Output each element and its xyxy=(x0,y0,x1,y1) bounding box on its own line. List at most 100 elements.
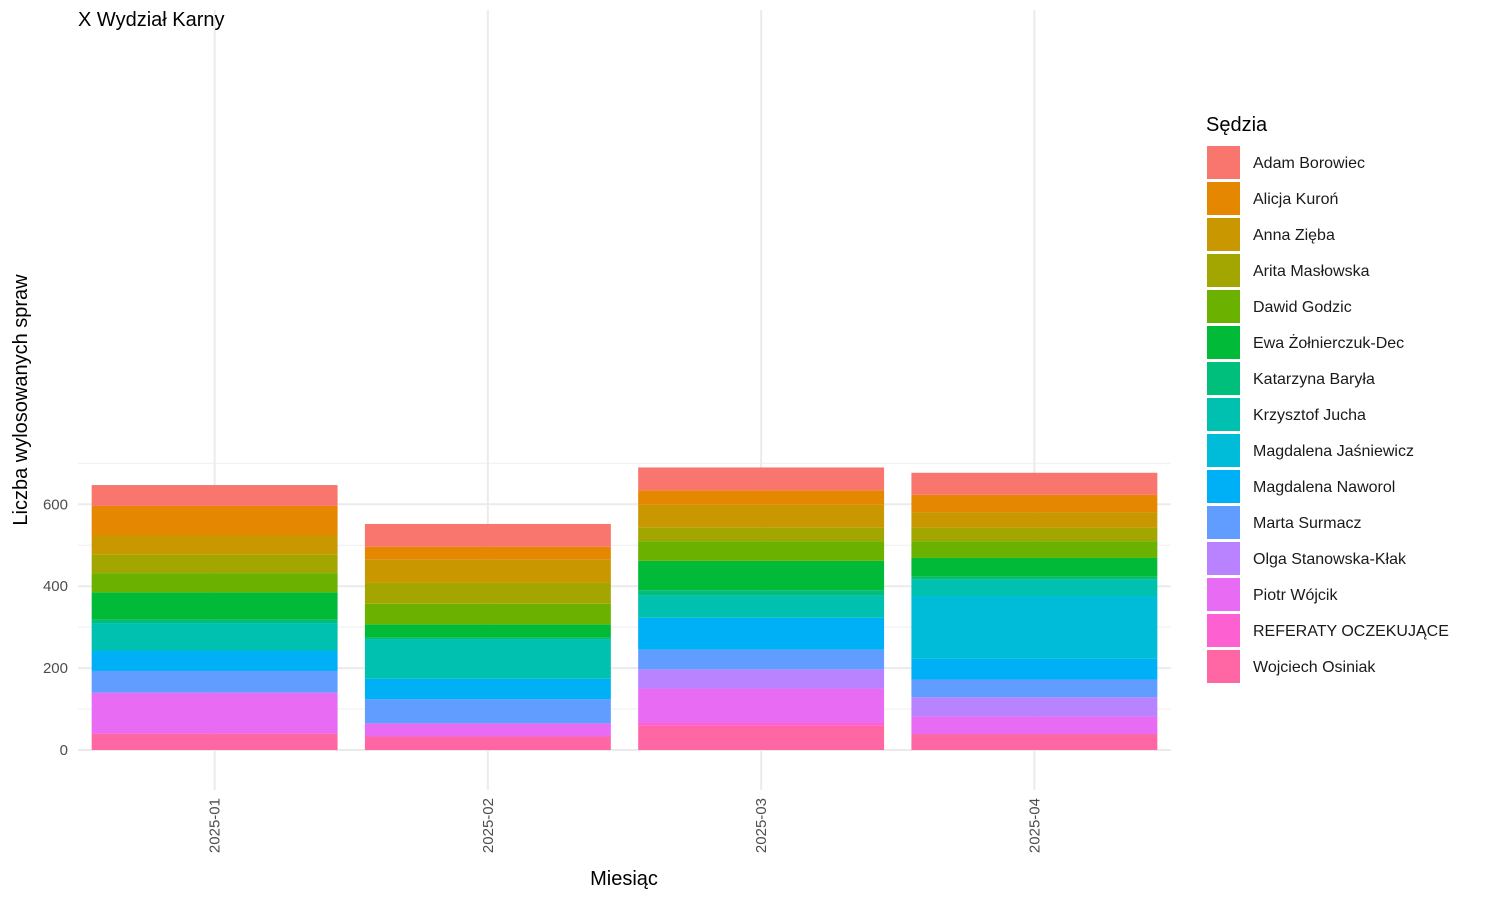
bar-segment xyxy=(638,467,885,491)
bars-layer xyxy=(91,467,1158,750)
bar-segment xyxy=(911,541,1158,558)
x-tick-label: 2025-01 xyxy=(207,798,224,853)
bar-segment xyxy=(638,617,885,650)
x-tick-label: 2025-04 xyxy=(1026,798,1043,853)
legend-label: Magdalena Jaśniewicz xyxy=(1253,443,1414,460)
bar-segment xyxy=(364,582,611,604)
bar-segment xyxy=(364,624,611,638)
bar-segment xyxy=(91,573,338,593)
bar-segment xyxy=(364,699,611,724)
bar-segment xyxy=(638,590,885,596)
legend-swatch xyxy=(1207,362,1240,395)
bar-segment xyxy=(638,722,885,726)
legend-swatch xyxy=(1207,542,1240,575)
bar-segment xyxy=(911,658,1158,680)
bar-segment xyxy=(364,723,611,737)
bar-segment xyxy=(91,554,338,574)
bar-segment xyxy=(638,669,885,689)
bar-segment xyxy=(91,485,338,506)
y-tick-label: 0 xyxy=(60,742,68,759)
bar-segment xyxy=(911,679,1158,698)
bar-segment xyxy=(638,541,885,561)
bar-segment xyxy=(638,725,885,750)
bar-segment xyxy=(91,623,338,651)
bar-segment xyxy=(91,619,338,624)
legend-label: Anna Zięba xyxy=(1253,227,1335,244)
legend-swatch xyxy=(1207,650,1240,683)
bar-segment xyxy=(364,736,611,750)
legend-title: Sędzia xyxy=(1206,114,1268,136)
bar-segment xyxy=(638,560,885,591)
legend-label: Wojciech Osiniak xyxy=(1253,659,1376,676)
bar-segment xyxy=(911,472,1158,495)
bar-segment xyxy=(364,559,611,583)
y-axis: 0 200 400 600 xyxy=(43,496,68,759)
y-tick-label: 200 xyxy=(43,660,68,677)
bar-segment xyxy=(638,688,885,723)
bar-segment xyxy=(911,512,1158,528)
bar-segment xyxy=(911,697,1158,717)
legend-swatch xyxy=(1207,398,1240,431)
legend-label: Dawid Godzic xyxy=(1253,299,1352,316)
bar-segment xyxy=(91,650,338,671)
legend-label: REFERATY OCZEKUJĄCE xyxy=(1253,623,1449,640)
bar-segment xyxy=(364,639,611,679)
legend-swatch xyxy=(1207,578,1240,611)
bar-segment xyxy=(911,734,1158,750)
bar-segment xyxy=(911,527,1158,542)
bar-segment xyxy=(91,535,338,555)
bar-segment xyxy=(911,494,1158,513)
x-tick-label: 2025-02 xyxy=(480,798,497,853)
legend-swatch xyxy=(1207,146,1240,179)
bar-segment xyxy=(364,603,611,625)
legend-swatch xyxy=(1207,218,1240,251)
bar-segment xyxy=(638,504,885,528)
x-axis: 2025-01 2025-02 2025-03 2025-04 xyxy=(207,798,1044,853)
legend-swatch xyxy=(1207,182,1240,215)
legend-swatch xyxy=(1207,506,1240,539)
bar-segment xyxy=(911,716,1158,735)
legend-label: Arita Masłowska xyxy=(1253,263,1370,280)
bar-segment xyxy=(911,596,1158,659)
legend-label: Ewa Żołnierczuk-Dec xyxy=(1253,333,1404,352)
legend-label: Marta Surmacz xyxy=(1253,515,1361,532)
y-tick-label: 400 xyxy=(43,578,68,595)
bar-segment xyxy=(91,505,338,536)
legend-label: Krzysztof Jucha xyxy=(1253,407,1366,424)
bar-segment xyxy=(638,649,885,670)
bar-segment xyxy=(911,579,1158,597)
x-axis-title: Miesiąc xyxy=(590,868,658,890)
bar-segment xyxy=(364,523,611,547)
legend: Sędzia Adam Borowiec Alicja Kuroń Anna Zię… xyxy=(1206,114,1449,683)
bar-segment xyxy=(91,733,338,750)
x-tick-label: 2025-03 xyxy=(753,798,770,853)
bar-segment xyxy=(638,490,885,505)
chart-title: X Wydział Karny xyxy=(78,9,225,31)
y-tick-label: 600 xyxy=(43,496,68,513)
legend-swatch xyxy=(1207,434,1240,467)
legend-label: Katarzyna Baryła xyxy=(1253,371,1375,388)
bar-segment xyxy=(911,557,1158,577)
bar-segment xyxy=(638,595,885,618)
y-axis-title: Liczba wylosowanych spraw xyxy=(10,274,32,526)
legend-swatch xyxy=(1207,614,1240,647)
legend-label: Magdalena Naworol xyxy=(1253,479,1395,496)
bar-segment xyxy=(364,678,611,700)
bar-segment xyxy=(911,576,1158,580)
legend-label: Piotr Wójcik xyxy=(1253,587,1338,604)
bar-segment xyxy=(91,592,338,620)
legend-swatch xyxy=(1207,290,1240,323)
legend-swatch xyxy=(1207,254,1240,287)
bar-segment xyxy=(638,527,885,542)
bar-segment xyxy=(91,692,338,734)
legend-swatch xyxy=(1207,326,1240,359)
bar-segment xyxy=(91,670,338,693)
legend-label: Adam Borowiec xyxy=(1253,155,1365,172)
legend-label: Olga Stanowska-Kłak xyxy=(1253,551,1407,568)
bar-segment xyxy=(364,546,611,560)
bar-segment xyxy=(364,637,611,640)
legend-swatch xyxy=(1207,470,1240,503)
legend-label: Alicja Kuroń xyxy=(1253,191,1338,208)
